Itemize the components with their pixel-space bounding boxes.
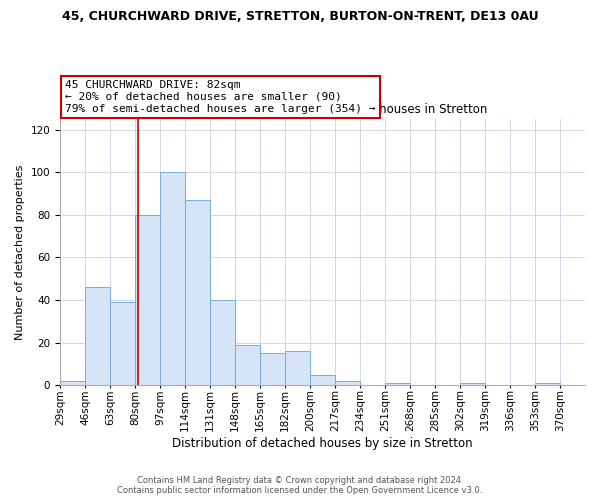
Bar bbox=[135, 215, 160, 385]
Bar bbox=[385, 383, 410, 385]
Bar bbox=[260, 353, 285, 385]
Bar bbox=[335, 381, 360, 385]
Bar bbox=[60, 381, 85, 385]
Bar bbox=[110, 302, 135, 385]
Bar bbox=[535, 383, 560, 385]
Title: Size of property relative to detached houses in Stretton: Size of property relative to detached ho… bbox=[158, 104, 487, 117]
Bar bbox=[210, 300, 235, 385]
Text: Contains HM Land Registry data © Crown copyright and database right 2024.
Contai: Contains HM Land Registry data © Crown c… bbox=[118, 476, 482, 495]
Text: 45 CHURCHWARD DRIVE: 82sqm
← 20% of detached houses are smaller (90)
79% of semi: 45 CHURCHWARD DRIVE: 82sqm ← 20% of deta… bbox=[65, 80, 376, 114]
Bar bbox=[310, 374, 335, 385]
Y-axis label: Number of detached properties: Number of detached properties bbox=[15, 164, 25, 340]
Bar bbox=[85, 287, 110, 385]
Bar bbox=[285, 351, 310, 385]
Bar bbox=[460, 383, 485, 385]
Bar bbox=[185, 200, 210, 385]
Bar bbox=[160, 172, 185, 385]
Bar bbox=[235, 344, 260, 385]
X-axis label: Distribution of detached houses by size in Stretton: Distribution of detached houses by size … bbox=[172, 437, 473, 450]
Text: 45, CHURCHWARD DRIVE, STRETTON, BURTON-ON-TRENT, DE13 0AU: 45, CHURCHWARD DRIVE, STRETTON, BURTON-O… bbox=[62, 10, 538, 23]
